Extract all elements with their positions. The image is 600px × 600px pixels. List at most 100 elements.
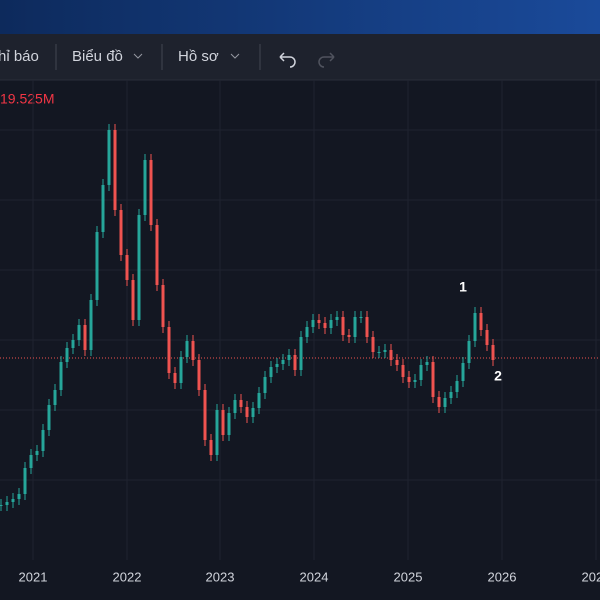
candle <box>113 130 117 210</box>
candle <box>275 364 279 367</box>
x-axis-label: 2022 <box>113 569 142 584</box>
candle <box>431 362 435 397</box>
candle <box>281 360 285 364</box>
candle <box>83 325 87 350</box>
candle <box>101 185 105 232</box>
candle <box>377 352 381 353</box>
candle <box>371 337 375 352</box>
candle <box>239 400 243 407</box>
undo-button[interactable] <box>279 52 296 68</box>
candle <box>353 317 357 337</box>
candle <box>473 313 477 341</box>
candle <box>395 360 399 365</box>
candle <box>119 210 123 255</box>
x-axis-label: 2024 <box>300 569 329 584</box>
candle <box>107 130 111 185</box>
candle <box>221 410 225 435</box>
candle <box>47 405 51 430</box>
candle <box>467 341 471 363</box>
candle <box>485 330 489 345</box>
candle <box>347 335 351 337</box>
candle <box>257 393 261 408</box>
candle <box>173 373 177 383</box>
candle <box>491 345 495 360</box>
candle <box>293 355 297 370</box>
candle <box>209 440 213 455</box>
candle <box>125 255 129 280</box>
candle <box>437 397 441 407</box>
candle <box>149 160 153 225</box>
candle <box>461 363 465 381</box>
candle <box>413 380 417 382</box>
x-axis-label: 2025 <box>394 569 423 584</box>
candle <box>53 390 57 405</box>
candle <box>191 341 195 360</box>
candle <box>5 502 9 505</box>
candle <box>155 225 159 285</box>
candle <box>263 377 267 393</box>
candle <box>59 362 63 390</box>
wave-label: 1 <box>459 279 467 295</box>
candle <box>233 400 237 413</box>
candle <box>425 362 429 365</box>
candle <box>479 313 483 330</box>
candle <box>407 377 411 382</box>
candle <box>305 327 309 337</box>
candle <box>329 320 333 328</box>
chevron <box>230 53 240 59</box>
candle <box>161 285 165 327</box>
menu-indicators[interactable]: hỉ báo <box>0 48 39 65</box>
candle <box>17 494 21 499</box>
candle <box>0 505 3 506</box>
candle <box>317 320 321 323</box>
candle <box>341 317 345 335</box>
x-axis-label: 2023 <box>206 569 235 584</box>
candle <box>299 337 303 370</box>
candle <box>215 410 219 455</box>
candle <box>131 280 135 320</box>
candle <box>455 381 459 392</box>
candle <box>203 390 207 440</box>
candle <box>287 355 291 360</box>
redo-button[interactable] <box>318 52 335 68</box>
candle <box>143 160 147 215</box>
candle <box>365 317 369 337</box>
candle <box>185 341 189 357</box>
menu-profile[interactable]: Hồ sơ <box>178 48 219 65</box>
candle <box>389 350 393 360</box>
x-axis-label: 2021 <box>19 569 48 584</box>
candle <box>449 392 453 398</box>
candle <box>383 350 387 352</box>
candle <box>311 320 315 327</box>
candle <box>419 365 423 380</box>
candle <box>35 451 39 455</box>
title-bar <box>0 0 600 34</box>
x-axis-label: 2027 <box>582 569 600 584</box>
candle <box>65 348 69 362</box>
candle <box>11 499 15 502</box>
toolbar <box>0 34 600 80</box>
menu-chart[interactable]: Biểu đồ <box>72 48 123 65</box>
candle <box>227 413 231 435</box>
candle <box>137 215 141 320</box>
candle <box>167 327 171 373</box>
candle <box>95 232 99 300</box>
candle <box>89 300 93 350</box>
chevron <box>133 53 143 59</box>
candle <box>251 408 255 417</box>
candle <box>77 325 81 340</box>
plot: 2021 2022 2023 2024 2025 2026 2027 1 2 <box>0 80 600 584</box>
candle <box>197 360 201 390</box>
candle <box>29 455 33 468</box>
candle <box>359 317 363 318</box>
legend-value: 19.525M <box>0 91 54 107</box>
x-axis-label: 2026 <box>488 569 517 584</box>
candle <box>71 340 75 348</box>
candle <box>245 407 249 417</box>
candle <box>443 398 447 407</box>
candle <box>41 430 45 451</box>
candle <box>179 357 183 383</box>
candle <box>269 367 273 377</box>
